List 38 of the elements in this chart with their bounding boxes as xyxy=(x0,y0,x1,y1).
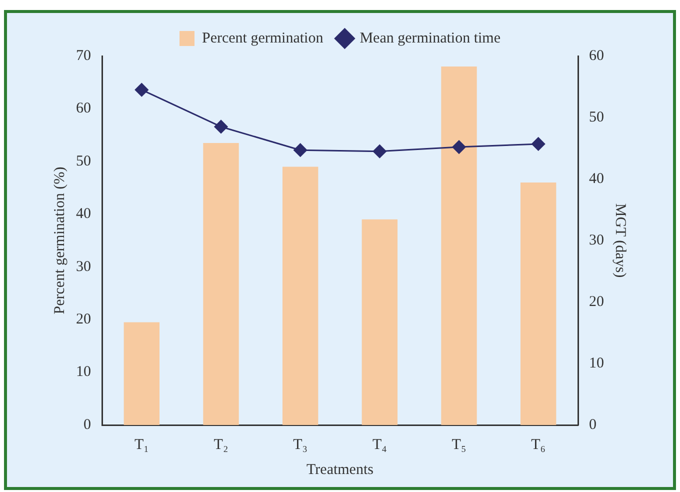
x-tick-label: T₅ xyxy=(452,436,466,453)
x-tick-label: T₃ xyxy=(293,436,308,453)
point xyxy=(532,137,546,151)
point xyxy=(372,144,386,158)
y-tick-label: 60 xyxy=(76,100,91,117)
legend-label: Percent germination xyxy=(202,30,324,46)
point xyxy=(294,143,308,157)
y2-axis-title: MGT (days) xyxy=(612,203,628,278)
y2-tick-label: 60 xyxy=(589,48,604,64)
x-tick-label: T₁ xyxy=(134,436,149,453)
y2-tick-label: 0 xyxy=(589,416,596,433)
x-tick-label: T₂ xyxy=(214,436,228,453)
bar xyxy=(520,182,556,425)
y-tick-label: 50 xyxy=(76,153,91,170)
x-tick-label: T₆ xyxy=(531,436,546,453)
y-tick-label: 70 xyxy=(76,48,91,64)
y-tick-label: 40 xyxy=(76,206,91,222)
point xyxy=(134,83,148,97)
y2-tick-label: 30 xyxy=(589,232,604,248)
y-tick-label: 20 xyxy=(76,312,91,328)
bar xyxy=(203,142,239,425)
x-axis-title: Treatments xyxy=(306,462,374,478)
point xyxy=(214,120,228,134)
y-tick-label: 10 xyxy=(76,364,91,380)
y-axis-title: Percent germination (%) xyxy=(52,166,68,314)
y2-tick-label: 10 xyxy=(589,355,604,372)
y2-tick-label: 50 xyxy=(589,109,604,126)
bar xyxy=(362,219,398,425)
bar xyxy=(124,322,160,425)
y-tick-label: 0 xyxy=(84,416,91,433)
point xyxy=(452,140,466,154)
legend-label: Mean germination time xyxy=(360,30,501,46)
x-tick-label: T₄ xyxy=(372,436,387,453)
y-tick-label: 30 xyxy=(76,258,91,275)
y2-tick-label: 40 xyxy=(589,170,604,187)
y2-tick-label: 20 xyxy=(589,294,604,310)
bar xyxy=(282,166,318,425)
bar xyxy=(441,66,477,425)
